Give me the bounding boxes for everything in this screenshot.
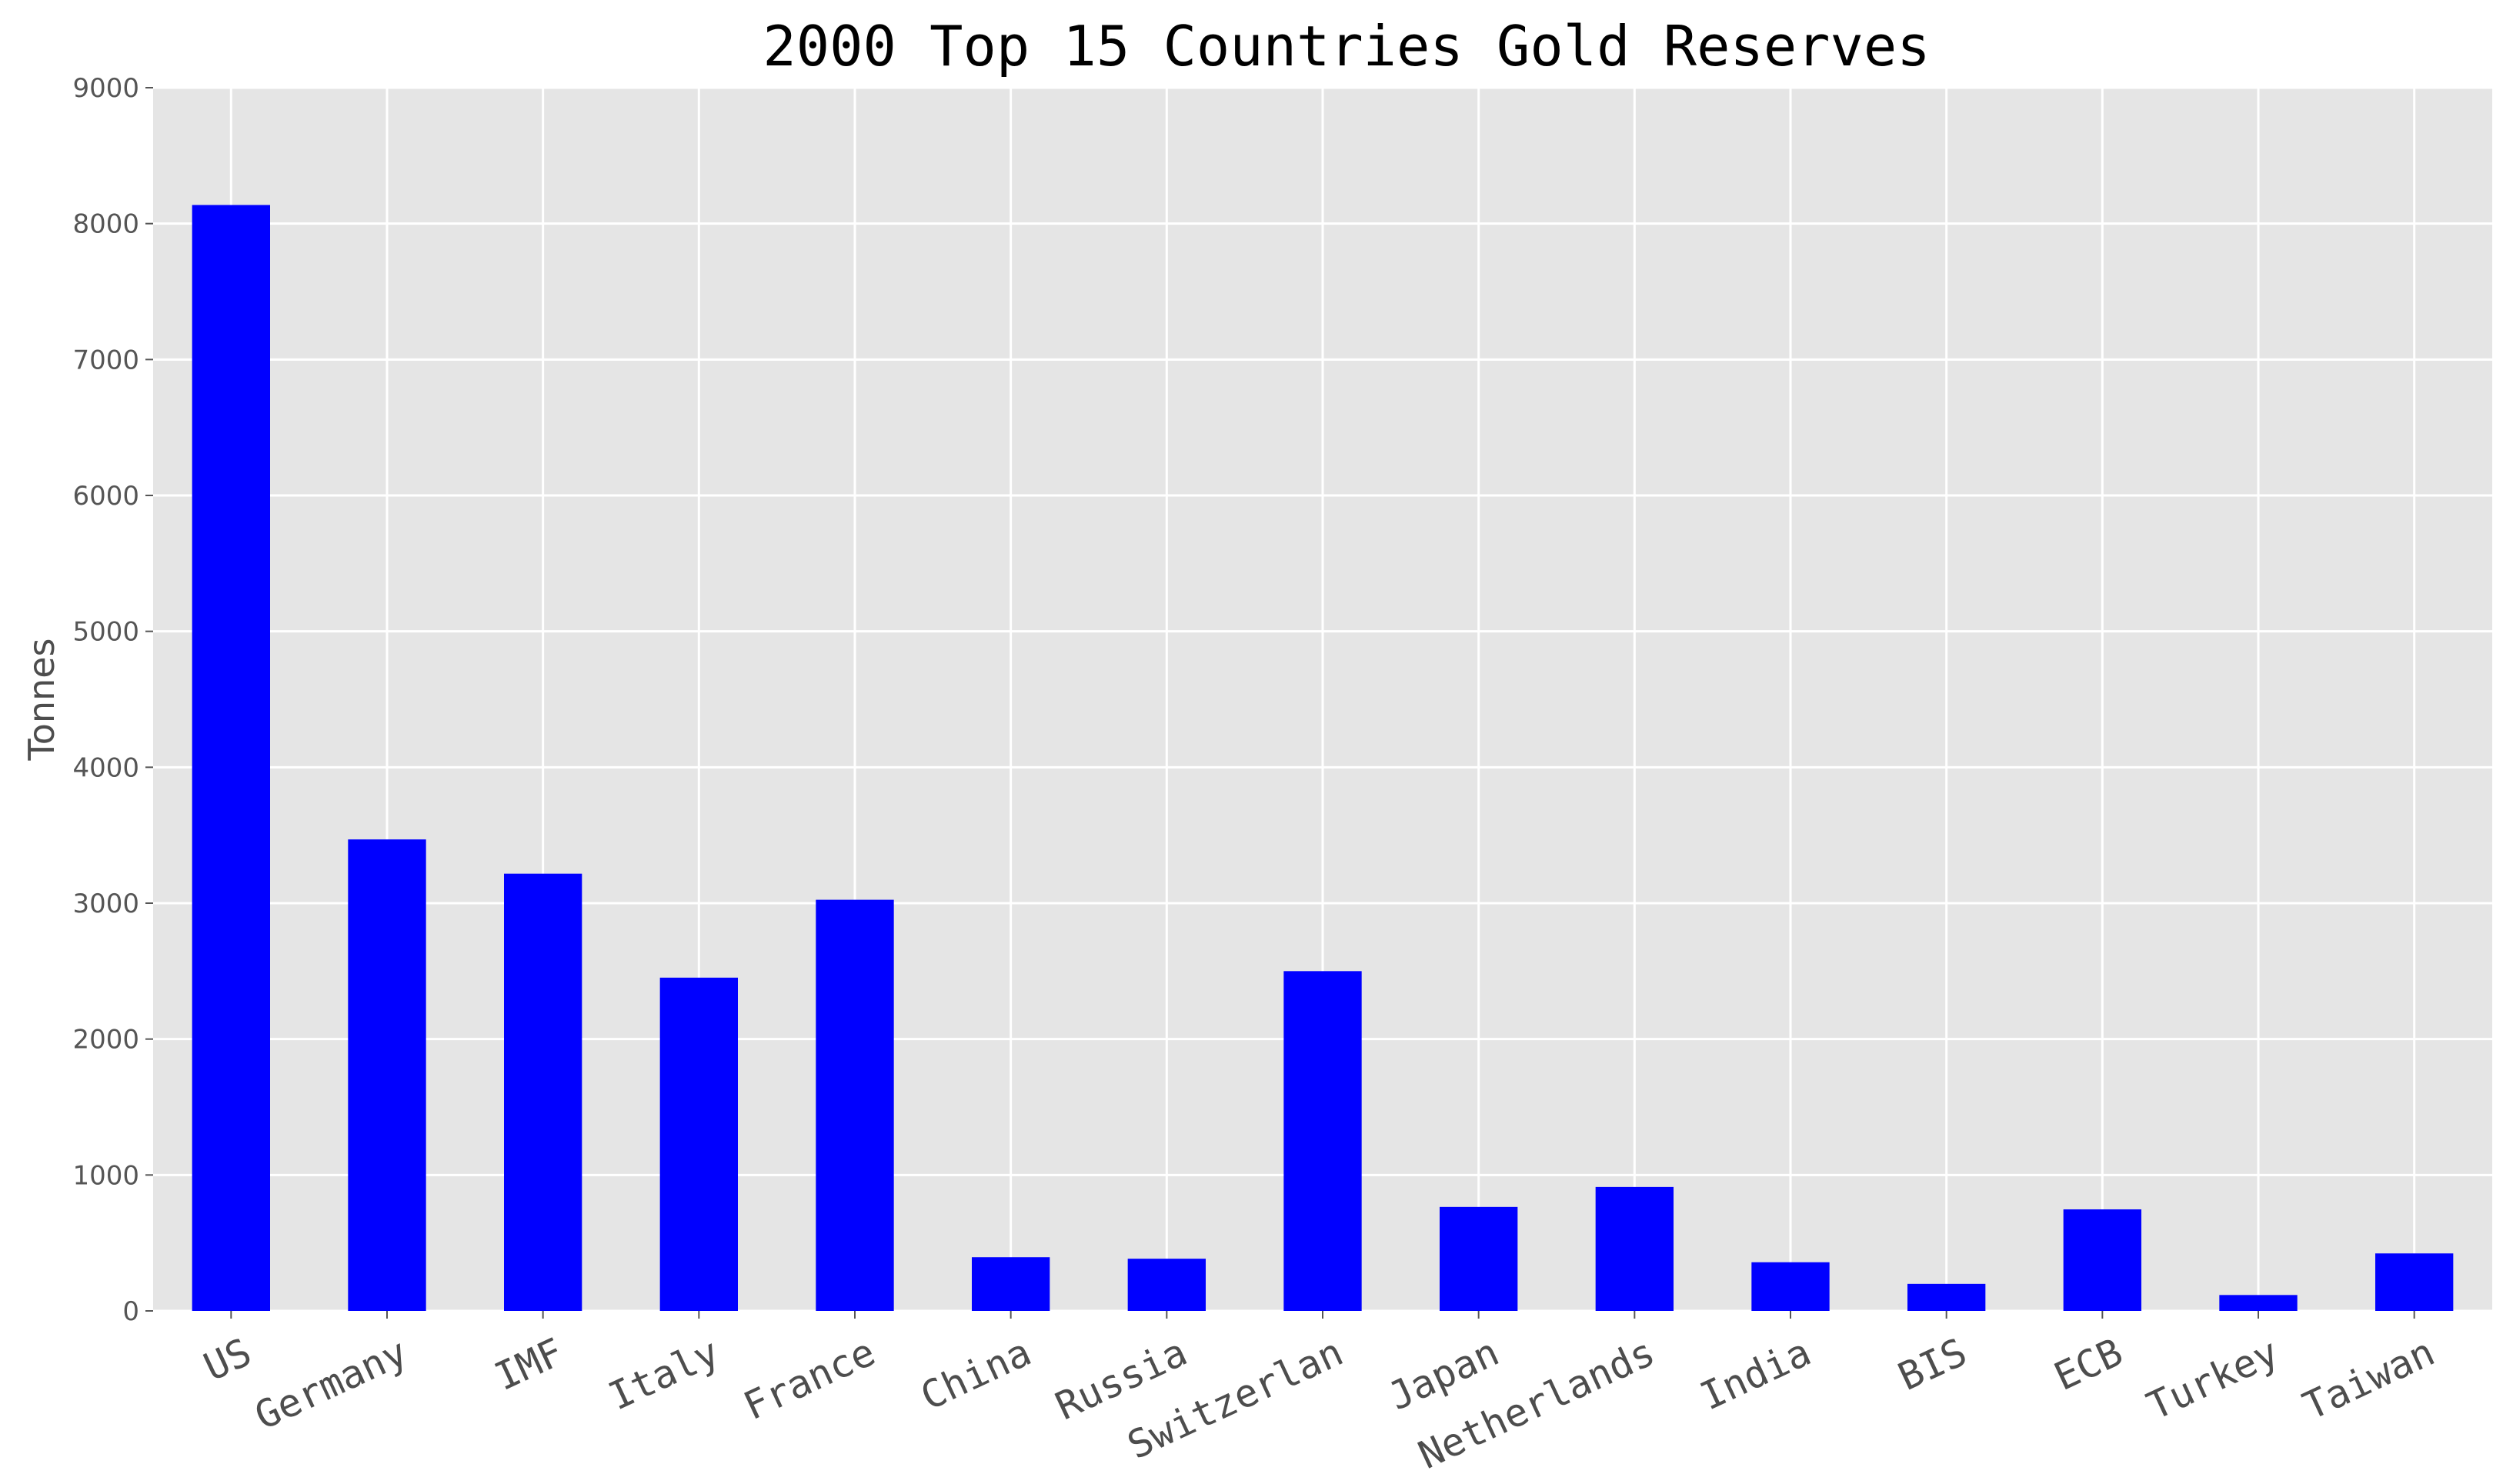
x-tick-label: Turkey (2141, 1329, 2285, 1429)
x-tick-label: Germany (249, 1329, 414, 1439)
y-tick-label: 3000 (72, 889, 139, 919)
bar-russia (1127, 1259, 1206, 1311)
x-tick-label: BIS (1891, 1329, 1973, 1399)
bar-switzerlan (1283, 971, 1362, 1311)
y-tick-label: 8000 (72, 209, 139, 240)
y-tick-label: 7000 (72, 345, 139, 375)
x-tick-label: India (1694, 1329, 1817, 1419)
bar-japan (1440, 1206, 1518, 1311)
bars (192, 205, 2454, 1311)
x-tick-label: France (737, 1329, 882, 1429)
bar-italy (659, 977, 738, 1311)
bar-netherlands (1595, 1186, 1674, 1311)
y-tick-label: 9000 (72, 73, 139, 104)
bar-ecb (2063, 1209, 2141, 1311)
y-tick-label: 4000 (72, 752, 139, 783)
x-tick-label: ECB (2047, 1329, 2129, 1399)
bar-france (816, 899, 894, 1311)
bar-turkey (2219, 1295, 2298, 1311)
y-tick-label: 6000 (72, 481, 139, 512)
bar-india (1751, 1262, 1830, 1311)
bar-bis (1907, 1283, 1986, 1311)
y-axis-label: Tonnes (21, 638, 62, 761)
bar-taiwan (2375, 1253, 2454, 1311)
x-tick-label: Taiwan (2297, 1329, 2441, 1429)
x-tick-label: US (197, 1329, 258, 1389)
bar-us (192, 205, 270, 1311)
bar-germany (348, 839, 426, 1311)
x-tick-label: Italy (602, 1329, 726, 1419)
chart-title: 2000 Top 15 Countries Gold Reserves (763, 14, 1930, 78)
bar-imf (504, 873, 582, 1311)
y-tick-label: 5000 (72, 617, 139, 648)
x-tick-label: IMF (488, 1329, 569, 1399)
y-axis-ticks: 0 1000 2000 3000 4000 5000 6000 7000 8000 9000 (72, 73, 153, 1327)
y-tick-label: 2000 (72, 1025, 139, 1055)
y-tick-label: 0 (122, 1296, 139, 1327)
x-tick-label: China (914, 1329, 1038, 1419)
y-tick-label: 1000 (72, 1160, 139, 1191)
bar-china (972, 1257, 1050, 1311)
